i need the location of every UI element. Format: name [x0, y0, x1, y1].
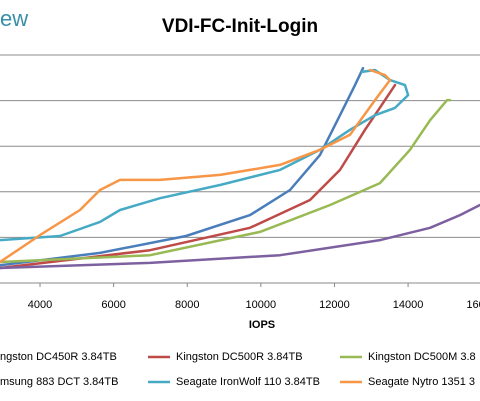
- legend-label: Kingston DC500M 3.8: [368, 351, 476, 363]
- legend-label: ngston DC450R 3.84TB: [0, 351, 117, 363]
- x-axis-label: IOPS: [249, 319, 275, 331]
- x-tick-label: 6000: [101, 299, 125, 311]
- series-line: [0, 68, 410, 242]
- series-line: [0, 83, 397, 270]
- series-line: [0, 203, 480, 270]
- legend-label: Seagate IronWolf 110 3.84TB: [176, 376, 320, 388]
- series-line: [0, 68, 392, 264]
- x-tick-label: 14000: [393, 299, 424, 311]
- x-tick-label: 16000: [466, 299, 480, 311]
- legend-label: Seagate Nytro 1351 3: [368, 376, 475, 388]
- x-tick-label: 8000: [175, 299, 199, 311]
- legend-label: Kingston DC500R 3.84TB: [176, 351, 303, 363]
- chart-title: VDI-FC-Init-Login: [162, 16, 318, 37]
- x-tick-label: 12000: [319, 299, 350, 311]
- x-tick-label: 4000: [28, 299, 52, 311]
- series-line: [0, 98, 452, 264]
- legend-label: msung 883 DCT 3.84TB: [0, 376, 118, 388]
- series-line: [0, 66, 365, 267]
- logo: ew: [0, 6, 28, 31]
- x-tick-label: 10000: [246, 299, 277, 311]
